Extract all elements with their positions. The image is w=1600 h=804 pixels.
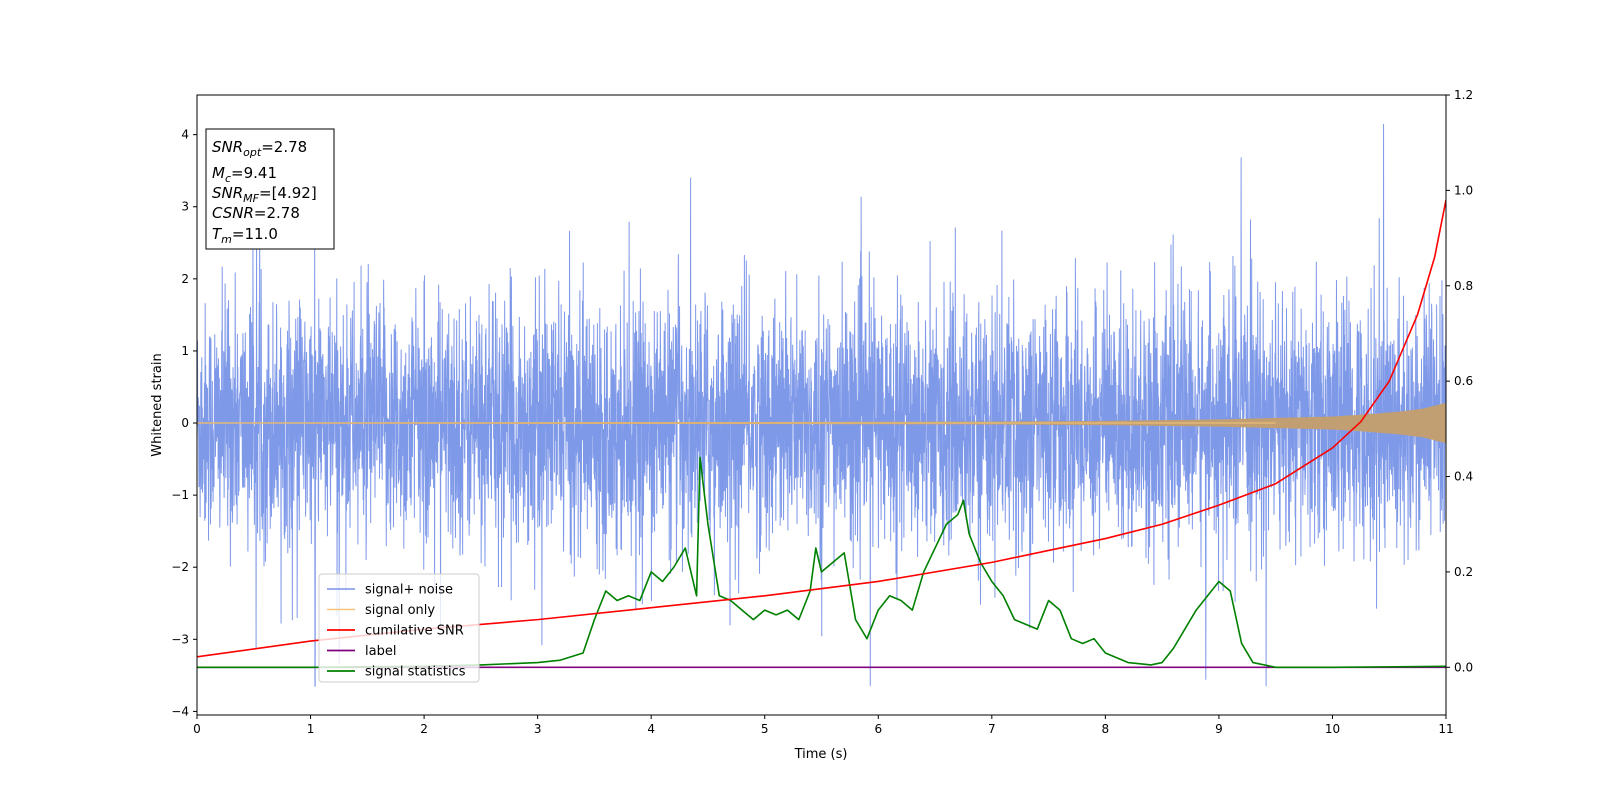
- legend-signal-noise: signal+ noise: [365, 583, 453, 598]
- x-axis-label: Time (s): [794, 747, 848, 762]
- info-box: SNRopt=2.78 Mc=9.41 SNRMF=[4.92] CSNR=2.…: [205, 128, 335, 250]
- signal-statistics-line: [197, 456, 1446, 669]
- x-tick-label: 6: [874, 722, 882, 736]
- series-signal-only: [197, 402, 1446, 444]
- info-snr-opt: SNRopt=2.78: [212, 138, 307, 159]
- y-tick-label: −1: [171, 488, 189, 502]
- x-tick-label: 3: [534, 722, 542, 736]
- y-tick-label: 2: [181, 272, 189, 286]
- x-tick-label: 1: [307, 722, 315, 736]
- info-tm: Tm=11.0: [212, 225, 278, 246]
- y-tick-label: −2: [171, 560, 189, 574]
- y-tick-label: 4: [181, 128, 189, 142]
- y-tick-label: −4: [171, 704, 189, 718]
- y-axis-left: −4 −3 −2 −1 0 1 2 3 4: [171, 128, 197, 718]
- y2-tick-label: 1.0: [1454, 183, 1473, 197]
- y2-tick-label: 0.6: [1454, 374, 1473, 388]
- cumulative-snr-line: [197, 199, 1446, 658]
- info-csnr: CSNR=2.78: [212, 204, 300, 222]
- info-snr-mf: SNRMF=[4.92]: [212, 184, 317, 205]
- info-box-frame: [205, 128, 335, 250]
- legend-signal-only: signal only: [365, 603, 435, 618]
- y2-tick-label: 0.4: [1454, 470, 1473, 484]
- x-tick-label: 11: [1438, 722, 1453, 736]
- legend-label: label: [365, 644, 396, 659]
- x-tick-label: 0: [193, 722, 201, 736]
- legend: signal+ noise signal only cumilative SNR la…: [318, 573, 480, 683]
- y2-tick-label: 0.2: [1454, 565, 1473, 579]
- x-tick-label: 4: [647, 722, 655, 736]
- x-tick-label: 9: [1215, 722, 1223, 736]
- info-mc: Mc=9.41: [212, 164, 277, 185]
- x-tick-label: 2: [420, 722, 428, 736]
- legend-frame: [318, 573, 480, 683]
- y-axis-label: Whitened strain: [150, 353, 165, 456]
- series-signal-noise: [197, 123, 1446, 687]
- x-tick-label: 8: [1102, 722, 1110, 736]
- x-tick-label: 5: [761, 722, 769, 736]
- y-tick-label: 1: [181, 344, 189, 358]
- y2-tick-label: 0.0: [1454, 660, 1473, 674]
- x-axis: 0 1 2 3 4 5 6 7 8 9 10 11: [193, 715, 1454, 736]
- y-tick-label: 0: [181, 416, 189, 430]
- x-tick-label: 10: [1325, 722, 1340, 736]
- y2-tick-label: 0.8: [1454, 279, 1473, 293]
- plot-frame: [196, 94, 1447, 716]
- signal-noise-line: [197, 123, 1446, 687]
- y-tick-label: −3: [171, 632, 189, 646]
- y-tick-label: 3: [181, 200, 189, 214]
- legend-signal-statistics: signal statistics: [365, 665, 466, 680]
- y-axis-right: 0.0 0.2 0.4 0.6 0.8 1.0 1.2: [1446, 88, 1473, 674]
- x-tick-label: 7: [988, 722, 996, 736]
- legend-cumulative-snr: cumilative SNR: [365, 624, 464, 639]
- y2-tick-label: 1.2: [1454, 88, 1473, 102]
